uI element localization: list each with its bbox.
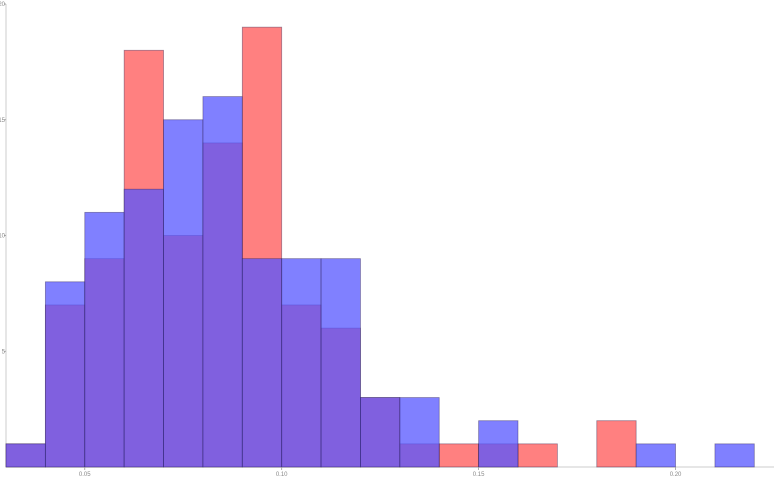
x-tick-label: 0.05 [79, 472, 91, 478]
histogram-bar-series1 [596, 420, 637, 468]
histogram-bar-series2 [84, 211, 125, 468]
histogram-bar-series2 [163, 119, 204, 468]
histogram-bar-series2 [635, 443, 676, 468]
y-tick-label: 5 [2, 349, 6, 355]
histogram-bar-series1 [517, 443, 558, 468]
x-tick-label: 0.10 [276, 472, 288, 478]
histogram-bar-series2 [320, 258, 361, 468]
histogram-bar-series2 [714, 443, 755, 468]
histogram-bar-series2 [44, 281, 86, 468]
histogram-bar-series1 [438, 443, 480, 468]
y-tick-label: 20 [0, 2, 6, 8]
histogram-bar-series2 [281, 258, 322, 468]
histogram-bar-series2 [202, 96, 243, 468]
y-tick-label: 15 [0, 118, 6, 124]
histogram-bar-series2 [123, 188, 164, 468]
x-tick-label: 0.20 [670, 472, 682, 478]
histogram-bar-series2 [478, 420, 519, 468]
histogram-bar-series2 [5, 443, 46, 468]
histogram-bar-series2 [360, 397, 401, 468]
histogram-bar-series2 [399, 397, 440, 468]
y-tick-label: 10 [0, 234, 6, 240]
histogram-bar-series2 [241, 258, 283, 468]
x-tick-label: 0.15 [473, 472, 485, 478]
